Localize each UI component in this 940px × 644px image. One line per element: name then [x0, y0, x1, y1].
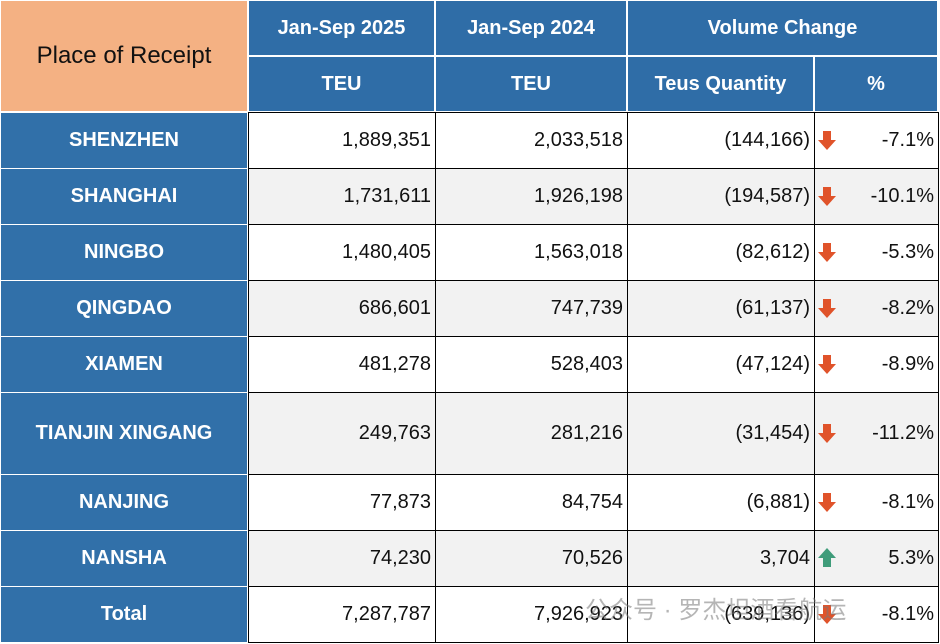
- trend-arrow: [818, 605, 836, 624]
- header-cell: Jan-Sep 2024: [435, 0, 627, 56]
- cell: 481,278: [248, 336, 436, 393]
- trend-arrow: [818, 187, 836, 206]
- header-cell: TEU: [435, 56, 627, 112]
- arrow-shape: [818, 131, 836, 150]
- row-label: NANSHA: [0, 530, 248, 587]
- row-label: SHANGHAI: [0, 168, 248, 225]
- cell: 77,873: [248, 474, 436, 531]
- row-label: TIANJIN XINGANG: [0, 392, 248, 475]
- arrow-shape: [818, 605, 836, 624]
- cell: 2,033,518: [435, 112, 628, 169]
- cell: 1,480,405: [248, 224, 436, 281]
- arrow-shape: [818, 424, 836, 443]
- cell: (194,587): [627, 168, 815, 225]
- trend-arrow: [818, 493, 836, 512]
- arrow-shape: [818, 355, 836, 374]
- cell: 281,216: [435, 392, 628, 475]
- cell: 1,889,351: [248, 112, 436, 169]
- cell: 686,601: [248, 280, 436, 337]
- trend-arrow: [818, 131, 836, 150]
- trend-arrow: [818, 243, 836, 262]
- cell: 1,926,198: [435, 168, 628, 225]
- row-label: QINGDAO: [0, 280, 248, 337]
- arrow-shape: [818, 243, 836, 262]
- header-cell: TEU: [248, 56, 435, 112]
- trend-arrow: [818, 424, 836, 443]
- header-cell: Volume Change: [627, 0, 938, 56]
- row-label: SHENZHEN: [0, 112, 248, 169]
- cell: (61,137): [627, 280, 815, 337]
- cell: (31,454): [627, 392, 815, 475]
- arrow-shape: [818, 299, 836, 318]
- header-cell: Jan-Sep 2025: [248, 0, 435, 56]
- cell: 528,403: [435, 336, 628, 393]
- cell: (82,612): [627, 224, 815, 281]
- cell: (144,166): [627, 112, 815, 169]
- cell: 7,926,923: [435, 586, 628, 643]
- trend-arrow: [818, 299, 836, 318]
- row-label: NINGBO: [0, 224, 248, 281]
- row-label: XIAMEN: [0, 336, 248, 393]
- arrow-shape: [818, 187, 836, 206]
- arrow-shape: [818, 548, 836, 567]
- trend-arrow: [818, 355, 836, 374]
- trend-arrow: [818, 548, 836, 567]
- cell: 1,563,018: [435, 224, 628, 281]
- row-label: Total: [0, 586, 248, 643]
- cell: 5.3%: [814, 530, 939, 587]
- cell: (47,124): [627, 336, 815, 393]
- cell: 84,754: [435, 474, 628, 531]
- cell: 74,230: [248, 530, 436, 587]
- cell: 249,763: [248, 392, 436, 475]
- cell: 7,287,787: [248, 586, 436, 643]
- header-cell: Place of Receipt: [0, 0, 248, 112]
- cell: 1,731,611: [248, 168, 436, 225]
- cell: (639,136): [627, 586, 815, 643]
- header-cell: %: [814, 56, 938, 112]
- watermark: 公众号 · 罗杰坦酒看航运: [585, 597, 847, 624]
- arrow-shape: [818, 493, 836, 512]
- cell: 747,739: [435, 280, 628, 337]
- header-cell: Teus Quantity: [627, 56, 814, 112]
- row-label: NANJING: [0, 474, 248, 531]
- cell: (6,881): [627, 474, 815, 531]
- cell: 3,704: [627, 530, 815, 587]
- cell: 70,526: [435, 530, 628, 587]
